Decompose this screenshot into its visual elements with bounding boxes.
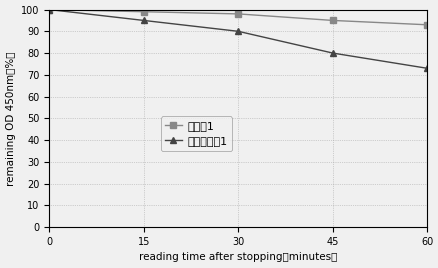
实施例1 (329, 19, 335, 22)
实施例1 (141, 10, 146, 13)
Legend: 实施例1, 对比显色兣1: 实施例1, 对比显色兣1 (160, 116, 231, 151)
对比显色兣1 (46, 8, 52, 11)
实施例1 (235, 12, 240, 16)
对比显色兣1 (141, 19, 146, 22)
实施例1 (424, 23, 429, 26)
X-axis label: reading time after stopping（minutes）: reading time after stopping（minutes） (139, 252, 337, 262)
对比显色兣1 (329, 51, 335, 55)
Line: 对比显色兣1: 对比显色兣1 (46, 7, 429, 71)
Line: 实施例1: 实施例1 (46, 7, 429, 28)
Y-axis label: remaining OD 450nm（%）: remaining OD 450nm（%） (6, 51, 15, 186)
对比显色兣1 (235, 30, 240, 33)
实施例1 (46, 8, 52, 11)
对比显色兣1 (424, 67, 429, 70)
